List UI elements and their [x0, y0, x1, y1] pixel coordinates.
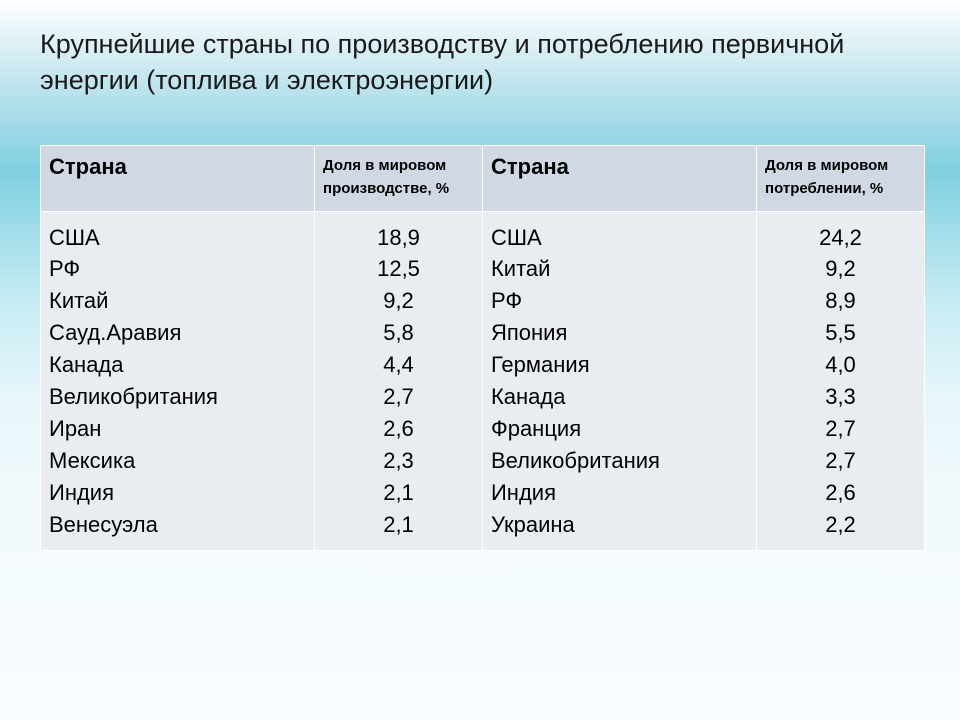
header-share-production: Доля в мировом производстве, %	[315, 146, 483, 212]
table-data-row: США РФ Китай Сауд.Аравия Канада Великобр…	[41, 211, 925, 551]
consumption-values-cell: 24,2 9,2 8,9 5,5 4,0 3,3 2,7 2,7 2,6 2,2	[757, 211, 925, 551]
production-countries-cell: США РФ Китай Сауд.Аравия Канада Великобр…	[41, 211, 315, 551]
header-country-consumption: Страна	[482, 146, 756, 212]
energy-table: Страна Доля в мировом производстве, % Ст…	[40, 145, 925, 551]
header-country-production: Страна	[41, 146, 315, 212]
consumption-countries-cell: США Китай РФ Япония Германия Канада Фран…	[482, 211, 756, 551]
production-values-cell: 18,9 12,5 9,2 5,8 4,4 2,7 2,6 2,3 2,1 2,…	[315, 211, 483, 551]
header-share-consumption: Доля в мировом потреблении, %	[757, 146, 925, 212]
table-header-row: Страна Доля в мировом производстве, % Ст…	[41, 146, 925, 212]
slide-title: Крупнейшие страны по производству и потр…	[0, 0, 960, 99]
energy-table-container: Страна Доля в мировом производстве, % Ст…	[40, 145, 925, 551]
